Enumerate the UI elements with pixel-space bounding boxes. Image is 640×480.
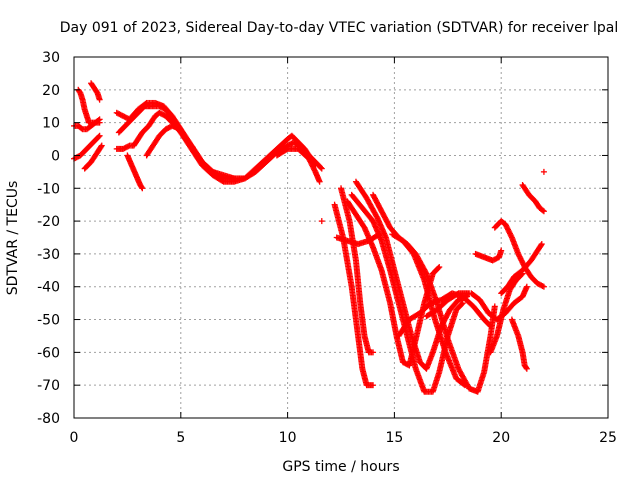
- series-arc-3: [75, 86, 103, 126]
- x-tick-label: 15: [385, 430, 403, 446]
- data-point: [317, 164, 324, 171]
- data-point: [538, 241, 545, 248]
- data-point: [540, 168, 547, 175]
- series-arc-20: [389, 231, 468, 389]
- x-tick-label: 10: [279, 430, 297, 446]
- x-tick-label: 5: [176, 430, 185, 446]
- y-axis-title: SDTVAR / TECUs: [5, 181, 21, 296]
- data-point: [523, 365, 530, 372]
- plot-frame: [73, 56, 609, 419]
- data-point: [96, 96, 103, 103]
- data-point: [461, 382, 468, 389]
- series-arc-14: [338, 185, 377, 356]
- data-point: [318, 218, 325, 225]
- data-point: [518, 271, 525, 278]
- y-tick-label: -80: [37, 411, 60, 427]
- y-tick-label: -70: [37, 378, 60, 394]
- y-tick-label: 20: [42, 83, 60, 99]
- data-point: [523, 364, 530, 371]
- series-arc-5: [81, 142, 105, 172]
- data-point: [138, 184, 145, 191]
- data-point: [318, 165, 325, 172]
- y-tick-label: 0: [51, 148, 60, 164]
- y-tick-label: -30: [37, 247, 60, 263]
- data-point: [316, 178, 323, 185]
- grid-lines: [74, 57, 608, 418]
- series-arc-28: [508, 316, 530, 372]
- x-axis-ticks: 0 5 10 15 20 25: [70, 57, 617, 446]
- x-axis-title: GPS time / hours: [282, 459, 399, 475]
- data-point: [96, 132, 103, 139]
- data-point: [539, 207, 546, 214]
- data-point: [460, 381, 467, 388]
- data-point: [95, 133, 102, 140]
- data-point: [487, 323, 494, 330]
- data-point: [125, 143, 132, 150]
- data-point: [139, 185, 146, 192]
- data-point: [486, 322, 493, 329]
- x-tick-label: 20: [492, 430, 510, 446]
- y-tick-label: -40: [37, 280, 60, 296]
- series-arc-27: [487, 270, 526, 356]
- data-point: [491, 303, 498, 310]
- data-point: [231, 175, 238, 182]
- series-arc-10: [143, 122, 184, 159]
- series-arc-17: [352, 178, 471, 372]
- data-point: [370, 349, 377, 356]
- data-point: [436, 264, 443, 271]
- series-arc-4: [88, 80, 103, 103]
- y-tick-label: 10: [42, 116, 60, 132]
- series-arc-12: [318, 218, 325, 225]
- series-arc-8: [113, 99, 238, 182]
- series-arc-29: [519, 181, 547, 215]
- data-point: [98, 142, 105, 149]
- x-tick-label: 25: [599, 430, 617, 446]
- data-point: [540, 283, 547, 290]
- data-point: [498, 247, 505, 254]
- y-tick-label: -20: [37, 214, 60, 230]
- data-point: [458, 301, 465, 308]
- series-arc-25: [491, 218, 547, 290]
- data-point: [370, 382, 377, 389]
- series-arc-9: [124, 152, 146, 192]
- y-tick-label: -60: [37, 345, 60, 361]
- y-axis-ticks: -80 -70 -60 -50 -40 -30 -20 -10 0 10 20 30: [37, 50, 608, 427]
- series-arc-6: [113, 109, 325, 182]
- series-arc-19: [331, 201, 377, 389]
- series-arc-23: [472, 247, 505, 264]
- data-point: [539, 283, 546, 290]
- y-tick-label: -50: [37, 313, 60, 329]
- data-point: [519, 270, 526, 277]
- data-point: [538, 242, 545, 249]
- data-point: [540, 208, 547, 215]
- data-point: [523, 283, 530, 290]
- y-tick-label: 30: [42, 50, 60, 66]
- data-point: [435, 264, 442, 271]
- data-point: [98, 143, 105, 150]
- series-arc-30: [540, 168, 547, 175]
- series-arc-26: [498, 241, 545, 297]
- y-tick-label: -10: [37, 181, 60, 197]
- x-tick-label: 0: [70, 430, 79, 446]
- series-arc-11: [273, 145, 323, 185]
- data-point: [177, 126, 184, 133]
- chart-title: Day 091 of 2023, Sidereal Day-to-day VTE…: [60, 20, 618, 36]
- data-markers: [71, 80, 547, 395]
- data-point: [96, 119, 103, 126]
